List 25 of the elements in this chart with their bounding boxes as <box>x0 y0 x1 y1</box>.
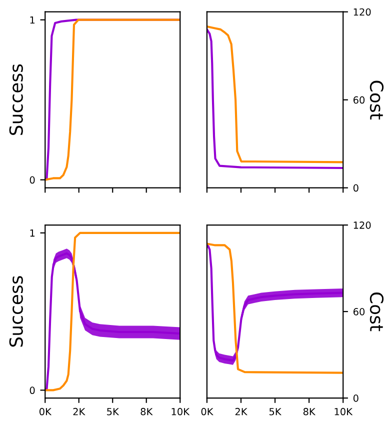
x-tick-label: 0K <box>39 408 52 416</box>
y2-tick-label: 120 <box>354 222 371 229</box>
x-tick-label: 10K <box>334 408 353 416</box>
y2-tick-label: 0 <box>353 394 358 402</box>
y2-tick-label: 0 <box>353 184 358 192</box>
x-tick-label: 8K <box>303 408 316 416</box>
y-axis-title: Success <box>9 64 23 135</box>
x-tick-label: 10K <box>172 408 190 416</box>
y2-tick-label: 120 <box>354 8 371 16</box>
y2-axis-title: Cost <box>370 80 384 120</box>
y-tick-label: 0 <box>30 176 35 184</box>
x-tick-label: 2K <box>235 408 248 416</box>
y-axis-title: Success <box>9 276 23 347</box>
line-series <box>45 18 180 181</box>
y-tick-label: 1 <box>30 16 35 24</box>
x-tick-label: 2K <box>73 408 86 416</box>
x-tick-label: 0K <box>201 408 214 416</box>
y2-tick-label: 60 <box>354 308 365 316</box>
x-tick-label: 5K <box>107 408 120 416</box>
x-tick-label: 5K <box>269 408 282 416</box>
y-tick-label: 0 <box>30 386 35 394</box>
x-tick-label: 8K <box>140 408 153 416</box>
y-tick-label: 1 <box>30 230 35 237</box>
y2-axis-title: Cost <box>370 292 384 332</box>
y2-tick-label: 60 <box>354 96 365 104</box>
